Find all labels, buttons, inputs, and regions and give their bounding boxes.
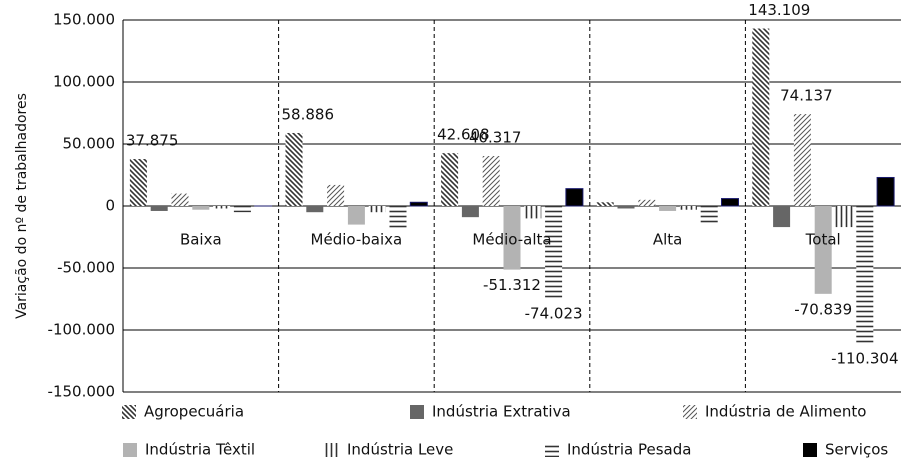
legend-label: Indústria Pesada [567,441,691,459]
bar [793,114,811,206]
bar [524,206,542,219]
bar [327,184,345,206]
y-tick-label: -150.000 [48,383,115,401]
bar [368,206,386,213]
y-tick-label: 100.000 [53,73,115,91]
bar [638,199,656,206]
bar [192,206,210,210]
legend-swatch [325,443,339,457]
bar [285,132,303,206]
data-label: -110.304 [831,349,898,367]
data-label: -70.839 [794,300,852,318]
data-label: 143.109 [748,1,810,19]
bar [814,206,832,294]
bar [721,198,739,207]
legend-label: Indústria de Alimento [705,403,866,421]
legend-swatch [683,405,697,419]
data-label: -74.023 [525,304,583,322]
bar [617,206,635,209]
bar [700,206,718,224]
legend-swatch [545,443,559,457]
bar [441,153,459,206]
bar [347,206,365,225]
data-label: 74.137 [780,87,833,105]
bar [679,206,697,210]
bar [856,206,874,343]
legend-swatch [410,405,424,419]
y-tick-label: 50.000 [63,135,116,153]
bar [659,206,677,211]
bar [171,193,189,206]
category-label: Alta [653,231,683,249]
bar [482,156,500,206]
bar [773,206,791,228]
y-tick-label: -100.000 [48,321,115,339]
legend-label: Indústria Leve [347,441,453,459]
bar [461,206,479,218]
bar [233,206,251,213]
legend-label: Agropecuária [144,403,244,421]
bar [409,201,428,207]
data-label: 40.317 [469,129,522,147]
bar [596,202,614,206]
bar [876,176,895,207]
y-axis-label: Variação do nº de trabalhadores [14,93,30,319]
y-tick-label: -50.000 [57,259,115,277]
bar [565,188,584,207]
legend-swatch [123,443,137,457]
category-label: Baixa [180,231,222,249]
legend-swatch [122,405,136,419]
y-tick-label: 0 [105,197,115,215]
data-label: 58.886 [282,105,335,123]
bar [545,206,563,298]
data-label: 42.608 [437,126,490,144]
bar [306,206,324,213]
data-label: 37.875 [126,132,178,150]
legend-label: Indústria Têxtil [145,441,255,459]
bar [389,206,407,230]
y-tick-label: 150.000 [53,11,115,29]
bar [150,206,168,211]
category-label: Médio-baixa [311,231,403,249]
legend-label: Indústria Extrativa [432,403,571,421]
category-label: Médio-alta [472,231,551,249]
bar [129,159,147,206]
legend-label: Serviços [825,441,888,459]
bar [835,206,853,228]
category-label: Total [805,231,841,249]
data-label: -51.312 [483,276,541,294]
legend-swatch [803,443,817,457]
bar [503,206,521,270]
bar [752,28,770,206]
bar [213,206,231,209]
